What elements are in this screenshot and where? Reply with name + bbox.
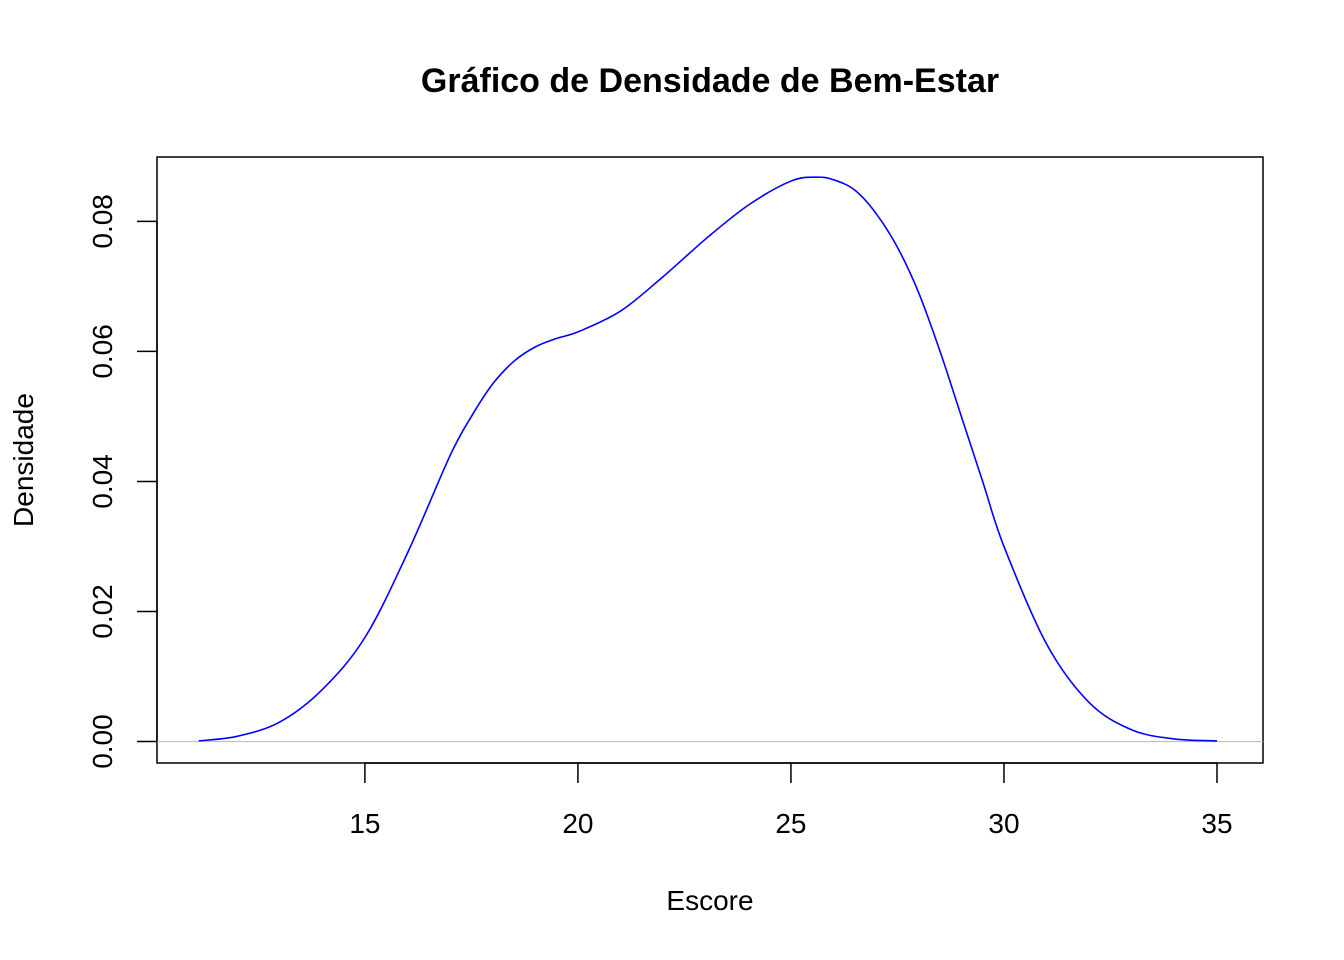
density-curve <box>198 176 1218 742</box>
y-tick-label: 0.08 <box>87 194 118 249</box>
x-tick-label: 35 <box>1201 808 1232 839</box>
y-tick-label: 0.04 <box>87 454 118 509</box>
x-tick-label: 25 <box>775 808 806 839</box>
y-tick-label: 0.02 <box>87 584 118 639</box>
y-axis-label: Densidade <box>8 393 39 527</box>
x-tick-label: 15 <box>349 808 380 839</box>
x-axis: 15 20 25 30 35 <box>349 762 1233 839</box>
y-tick-label: 0.00 <box>87 714 118 769</box>
x-tick-label: 30 <box>988 808 1019 839</box>
y-tick-label: 0.06 <box>87 324 118 379</box>
x-axis-label: Escore <box>666 885 753 916</box>
plot-frame <box>156 156 1264 764</box>
x-tick-label: 20 <box>562 808 593 839</box>
chart-title: Gráfico de Densidade de Bem-Estar <box>421 62 999 100</box>
y-axis: 0.00 0.02 0.04 0.06 0.08 <box>87 194 158 769</box>
